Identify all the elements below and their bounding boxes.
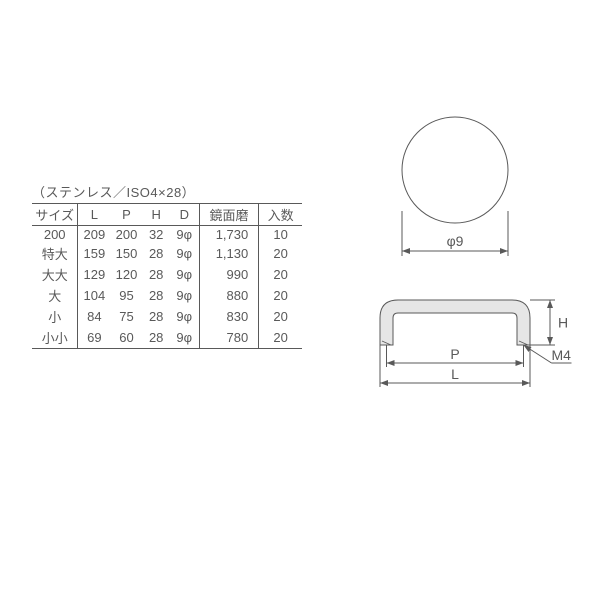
table-cell: 28: [143, 306, 170, 327]
page: （ステンレス／ISO4×28） サイズLPHD鏡面磨入数 20020920032…: [0, 0, 600, 600]
table-cell: 69: [78, 327, 110, 349]
table-cell: 大大: [32, 264, 78, 285]
handle-diagram: φ9 H M4 PL: [330, 115, 580, 415]
table-row: 大大129120289φ99020: [32, 264, 302, 285]
table-cell: 32: [143, 226, 170, 244]
table-cell: 95: [110, 285, 142, 306]
table-cell: 150: [110, 243, 142, 264]
table-cell: 9φ: [170, 285, 200, 306]
table-cell: 20: [259, 243, 302, 264]
table-cell: 10: [259, 226, 302, 244]
col-header: D: [170, 204, 200, 226]
table-cell: 990: [199, 264, 258, 285]
table-cell: 特大: [32, 243, 78, 264]
table-cell: 28: [143, 327, 170, 349]
table-cell: 75: [110, 306, 142, 327]
col-header: P: [110, 204, 142, 226]
col-header: H: [143, 204, 170, 226]
table-cell: 120: [110, 264, 142, 285]
table-cell: 28: [143, 285, 170, 306]
table-cell: 200: [32, 226, 78, 244]
spec-table: サイズLPHD鏡面磨入数 200209200329φ1,73010特大15915…: [32, 203, 302, 349]
col-header: サイズ: [32, 204, 78, 226]
svg-text:H: H: [558, 315, 568, 331]
header-row: サイズLPHD鏡面磨入数: [32, 204, 302, 226]
table-cell: 20: [259, 285, 302, 306]
table-cell: 9φ: [170, 306, 200, 327]
table-cell: 200: [110, 226, 142, 244]
table-cell: 9φ: [170, 327, 200, 349]
col-header: L: [78, 204, 110, 226]
table-row: 200209200329φ1,73010: [32, 226, 302, 244]
table-cell: 大: [32, 285, 78, 306]
svg-text:φ9: φ9: [447, 233, 464, 249]
col-header: 入数: [259, 204, 302, 226]
table-row: 大10495289φ88020: [32, 285, 302, 306]
table-cell: 小小: [32, 327, 78, 349]
table-cell: 20: [259, 264, 302, 285]
table-cell: 880: [199, 285, 258, 306]
table-cell: 28: [143, 264, 170, 285]
table-cell: 159: [78, 243, 110, 264]
table-cell: 1,130: [199, 243, 258, 264]
table-cell: 小: [32, 306, 78, 327]
table-cell: 9φ: [170, 264, 200, 285]
table-row: 小8475289φ83020: [32, 306, 302, 327]
svg-text:P: P: [450, 346, 459, 362]
table-body: 200209200329φ1,73010特大159150289φ1,13020大…: [32, 226, 302, 349]
spec-table-block: （ステンレス／ISO4×28） サイズLPHD鏡面磨入数 20020920032…: [32, 182, 302, 349]
table-cell: 1,730: [199, 226, 258, 244]
table-cell: 20: [259, 306, 302, 327]
table-cell: 9φ: [170, 226, 200, 244]
table-cell: 28: [143, 243, 170, 264]
col-header: 鏡面磨: [199, 204, 258, 226]
table-cell: 830: [199, 306, 258, 327]
diagram-svg: φ9 H M4 PL: [330, 115, 580, 415]
table-cell: 104: [78, 285, 110, 306]
table-caption: （ステンレス／ISO4×28）: [32, 182, 302, 201]
table-cell: 209: [78, 226, 110, 244]
table-cell: 60: [110, 327, 142, 349]
table-cell: 20: [259, 327, 302, 349]
svg-text:M4: M4: [552, 347, 572, 363]
svg-text:L: L: [451, 366, 459, 382]
table-cell: 9φ: [170, 243, 200, 264]
table-row: 小小6960289φ78020: [32, 327, 302, 349]
table-cell: 129: [78, 264, 110, 285]
table-cell: 780: [199, 327, 258, 349]
table-cell: 84: [78, 306, 110, 327]
table-row: 特大159150289φ1,13020: [32, 243, 302, 264]
